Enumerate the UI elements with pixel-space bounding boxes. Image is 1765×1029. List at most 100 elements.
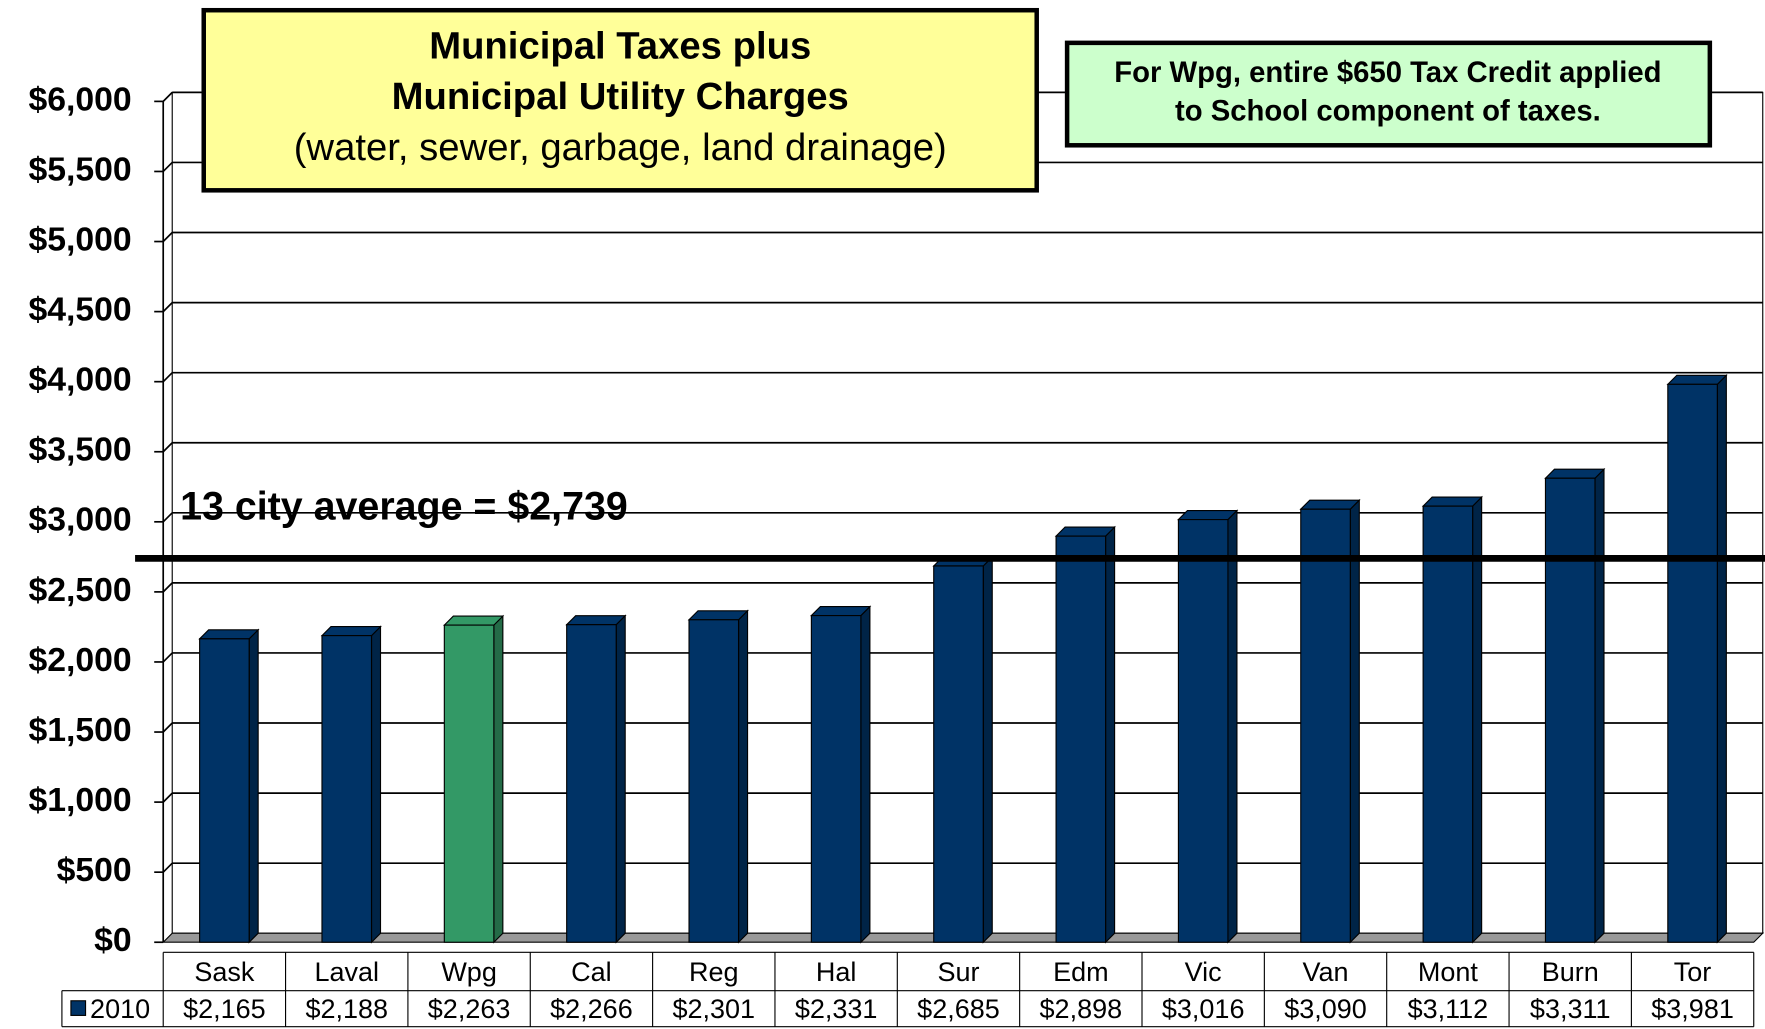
y-tick-label: $2,500 (28, 571, 131, 609)
table-value: $3,090 (1284, 994, 1367, 1024)
bar-top (810, 606, 872, 617)
table-value: $2,301 (672, 994, 755, 1024)
bar (321, 635, 373, 943)
bar (1544, 477, 1596, 943)
bar-side (860, 605, 871, 944)
bar-top (565, 615, 627, 626)
bar (688, 619, 740, 943)
legend-label: 2010 (90, 994, 150, 1024)
grid-line (162, 91, 173, 102)
bar-side (615, 614, 626, 944)
bar (1055, 535, 1107, 943)
bar-side (370, 625, 382, 944)
x-tick-label: Van (1303, 957, 1349, 987)
x-tick-label: Edm (1053, 957, 1109, 987)
grid-line (162, 161, 173, 173)
x-tick-label: Wpg (441, 957, 497, 987)
bar-side (248, 628, 259, 944)
bar (933, 565, 984, 943)
bar-top (1177, 510, 1239, 521)
y-tick-label: $4,000 (28, 361, 131, 399)
y-tick-label: $4,500 (28, 291, 131, 329)
bar (1422, 505, 1474, 943)
bar (443, 624, 495, 943)
grid-line (162, 442, 173, 453)
grid-line (162, 582, 173, 593)
grid-line (162, 372, 173, 383)
chart-subtitle: (water, sewer, garbage, land drainage) (294, 126, 947, 169)
y-tick-label: $5,000 (28, 220, 131, 258)
table-value: $2,898 (1040, 994, 1123, 1024)
bar-side (1349, 498, 1360, 944)
y-tick-label: $0 (94, 921, 132, 959)
note: to School component of taxes. (1175, 95, 1601, 127)
bar (810, 615, 862, 943)
grid-line (162, 512, 173, 523)
x-tick-label: Cal (571, 957, 612, 987)
average-label: 13 city average = $2,739 (180, 484, 628, 528)
x-tick-label: Sur (937, 957, 979, 987)
table-value: $2,266 (550, 994, 633, 1024)
grid-line (162, 302, 173, 313)
bar-top (198, 629, 260, 640)
bar (199, 638, 250, 943)
x-tick-label: Hal (816, 957, 857, 987)
y-tick-label: $6,000 (28, 80, 131, 118)
bar-top (1299, 499, 1361, 510)
grid-line (162, 862, 173, 873)
y-tick-label: $3,000 (28, 501, 131, 539)
grid-line (162, 231, 173, 243)
x-tick-label: Vic (1185, 957, 1222, 987)
bar-side (1105, 525, 1116, 944)
table-value: $2,188 (305, 994, 388, 1024)
table-value: $3,311 (1530, 994, 1611, 1024)
table-value: $2,165 (183, 994, 266, 1024)
bar (1667, 383, 1718, 943)
table-value: $2,263 (428, 994, 511, 1024)
bar-side (737, 609, 749, 944)
y-tick-label: $500 (57, 851, 132, 889)
bar-top (1666, 374, 1728, 385)
table-value: $3,016 (1162, 994, 1245, 1024)
chart-title: Municipal Utility Charges (392, 75, 849, 118)
x-tick-label: Mont (1418, 957, 1479, 987)
y-tick-label: $3,500 (28, 431, 131, 469)
x-tick-label: Laval (314, 957, 379, 987)
bar-side (1716, 373, 1727, 944)
bar-side (1227, 509, 1238, 944)
grid-line (162, 792, 173, 803)
bar (1177, 519, 1229, 943)
grid-line (162, 722, 173, 733)
table-value: $3,981 (1651, 994, 1734, 1024)
grid-line (162, 652, 173, 663)
x-tick-label: Burn (1542, 957, 1599, 987)
x-tick-label: Sask (194, 957, 255, 987)
bar-top (1544, 468, 1606, 479)
y-tick-label: $1,000 (28, 781, 131, 819)
x-tick-label: Tor (1674, 957, 1712, 987)
chart-title: Municipal Taxes plus (429, 25, 811, 68)
bar-top (687, 610, 749, 621)
table-value: $2,331 (795, 994, 878, 1024)
bar-top (1054, 526, 1116, 537)
bar-top (320, 626, 382, 637)
title-box (201, 7, 1039, 193)
bar-side (1594, 467, 1605, 944)
y-tick-label: $2,000 (28, 641, 131, 679)
bar-top (1421, 496, 1484, 507)
note: For Wpg, entire $650 Tax Credit applied (1114, 57, 1661, 89)
bar (566, 624, 617, 943)
note-box (1064, 40, 1713, 148)
y-tick-label: $5,500 (28, 150, 131, 188)
table-value: $2,685 (917, 994, 1000, 1024)
legend-swatch (70, 1000, 87, 1016)
bar (1300, 508, 1351, 943)
x-tick-label: Reg (689, 957, 739, 987)
bar-top (442, 615, 505, 626)
bar-side (493, 614, 504, 944)
bar-side (982, 555, 993, 944)
table-value: $3,112 (1408, 994, 1489, 1024)
bar-side (1472, 495, 1483, 944)
y-tick-label: $1,500 (28, 711, 131, 749)
